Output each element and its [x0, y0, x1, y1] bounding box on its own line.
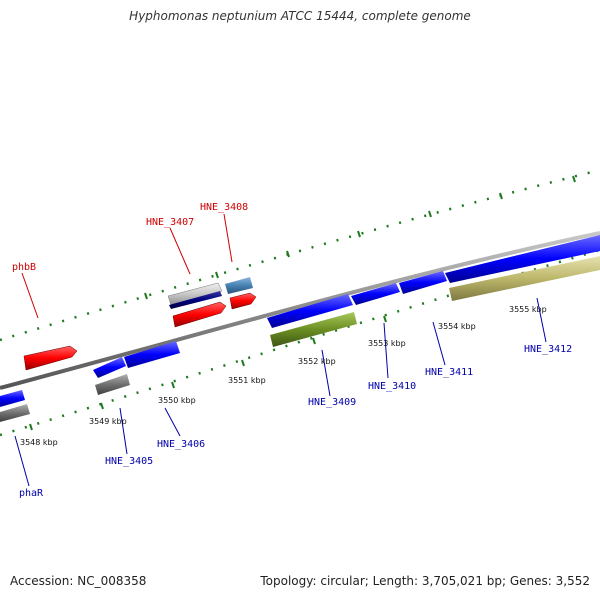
gene-label-phbB: phbB	[12, 262, 36, 273]
gene-arrow-HNE_3405	[93, 357, 126, 378]
scale-label: 3555 kbp	[509, 305, 547, 314]
tick-mark	[241, 359, 245, 367]
leader-HNE_3409	[321, 349, 331, 397]
gene-block-silver	[167, 282, 223, 306]
leader-HNE_3410	[383, 322, 389, 379]
scale-label: 3553 kbp	[368, 339, 406, 348]
gene-arrow-HNE_3408	[229, 292, 257, 310]
leader-phbB	[21, 272, 39, 319]
reverse-gene-labels: phaR HNE_3405 HNE_3406 HNE_3409 HNE_3410…	[19, 344, 572, 499]
genome-backbone	[0, 231, 600, 390]
tick-mark	[215, 271, 219, 279]
tick-mark	[286, 250, 290, 258]
scale-label: 3552 kbp	[298, 357, 336, 366]
gene-arrow-HNE_3409	[267, 294, 353, 328]
scale-ticks	[29, 175, 576, 431]
leader-HNE_3411	[432, 321, 446, 366]
leader-phaR	[14, 435, 30, 487]
gene-label-phaR: phaR	[19, 488, 44, 499]
scale-label: 3548 kbp	[20, 438, 58, 447]
gene-block-gray	[95, 374, 130, 395]
tick-mark	[171, 381, 175, 389]
gene-arrow-HNE_3412	[445, 235, 600, 283]
leader-HNE_3406	[164, 407, 181, 437]
scale-label: 3550 kbp	[158, 396, 196, 405]
gene-label-HNE_3405: HNE_3405	[105, 456, 153, 467]
accession-text: Accession: NC_008358	[10, 574, 147, 588]
leader-HNE_3405	[119, 407, 128, 455]
tick-mark	[499, 192, 503, 200]
tick-mark	[312, 337, 316, 345]
label-leader-lines	[14, 213, 547, 487]
leader-HNE_3407	[169, 227, 191, 275]
tick-mark	[357, 230, 361, 238]
tick-mark	[29, 423, 33, 431]
scale-label: 3549 kbp	[89, 417, 127, 426]
gene-label-HNE_3411: HNE_3411	[425, 367, 473, 378]
inner-scale-ring	[0, 248, 600, 437]
tick-mark	[144, 292, 148, 300]
tick-mark	[100, 402, 104, 410]
scale-labels: 3548 kbp 3549 kbp 3550 kbp 3551 kbp 3552…	[20, 305, 547, 447]
map-title: Hyphomonas neptunium ATCC 15444, complet…	[129, 9, 471, 23]
gene-block-khaki	[449, 256, 600, 301]
gene-label-HNE_3409: HNE_3409	[308, 397, 356, 408]
gene-block-olive	[270, 312, 357, 347]
gene-label-HNE_3406: HNE_3406	[157, 439, 205, 450]
genome-stats-text: Topology: circular; Length: 3,705,021 bp…	[260, 574, 590, 588]
tick-mark	[428, 210, 432, 218]
gene-label-HNE_3412: HNE_3412	[524, 344, 572, 355]
reverse-strand-features	[0, 235, 600, 422]
gene-arrow-HNE_3410	[351, 283, 400, 305]
tick-mark	[572, 175, 576, 183]
scale-label: 3554 kbp	[438, 322, 476, 331]
gene-label-HNE_3407: HNE_3407	[146, 217, 194, 228]
forward-gene-labels: phbB HNE_3407 HNE_3408	[12, 202, 248, 273]
gene-arrow-HNE_3407	[172, 301, 227, 328]
gene-block-gray-left	[0, 404, 30, 422]
leader-HNE_3408	[223, 213, 233, 263]
gene-arrow-phaR	[0, 390, 25, 407]
gene-block-steel	[225, 277, 253, 294]
leader-HNE_3412	[536, 297, 547, 343]
gene-block-navy	[169, 291, 222, 309]
gene-label-HNE_3408: HNE_3408	[200, 202, 248, 213]
tick-mark	[383, 315, 387, 323]
forward-strand-features	[23, 277, 257, 371]
scale-label: 3551 kbp	[228, 376, 266, 385]
gene-arrow-HNE_3406	[124, 341, 180, 368]
gene-arrow-HNE_3411	[399, 271, 447, 294]
gene-label-HNE_3410: HNE_3410	[368, 381, 416, 392]
gene-arrow-phbB	[23, 345, 78, 371]
